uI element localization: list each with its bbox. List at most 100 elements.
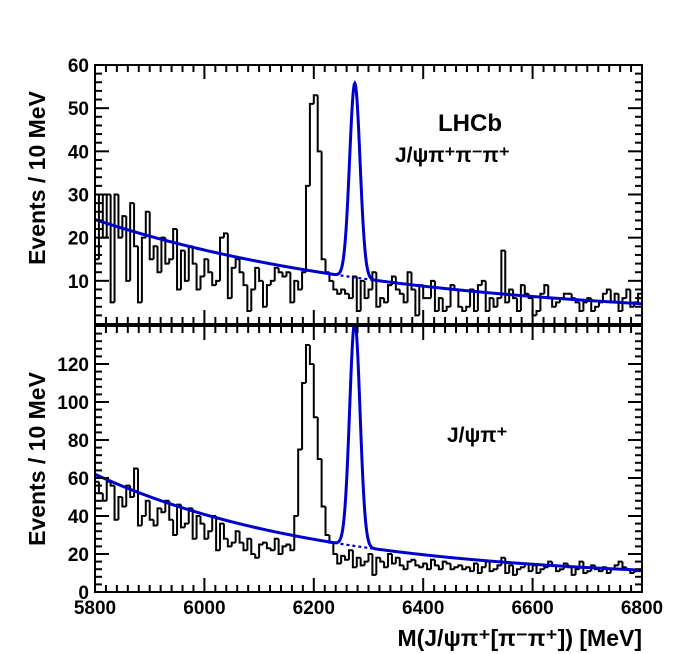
bottom-histogram-bin <box>242 542 248 552</box>
top-y-tick-label: 40 <box>68 142 89 163</box>
top-histogram-bin <box>578 302 584 313</box>
top-histogram-bin <box>441 298 447 313</box>
top-histogram-bin <box>523 285 529 295</box>
bottom-histogram-bin <box>219 522 224 551</box>
bottom-histogram-bin <box>617 560 623 566</box>
bottom-histogram-bin <box>304 344 310 383</box>
top-axes: 10 20 30 40 50 60 <box>68 56 643 325</box>
bottom-histogram-bin <box>258 543 264 558</box>
top-histogram-bin <box>179 249 185 290</box>
bottom-histogram-bin <box>207 530 213 539</box>
bottom-histogram-bin <box>508 564 514 573</box>
top-histogram-bin <box>320 151 326 261</box>
top-histogram-bin <box>543 284 549 294</box>
bottom-histogram-bin <box>539 568 545 573</box>
bottom-histogram-bin <box>414 559 420 567</box>
top-histogram-bin <box>394 276 400 291</box>
top-histogram-bin <box>601 292 607 303</box>
top-histogram-bin <box>191 246 197 265</box>
bottom-histogram-bin <box>140 515 146 526</box>
bottom-histogram-bin <box>168 500 174 521</box>
bottom-histogram-bin <box>355 556 361 568</box>
top-histogram-bin <box>281 272 287 278</box>
bottom-histogram-bin <box>426 563 432 571</box>
bottom-histogram-bin <box>344 555 349 561</box>
top-histogram-bin <box>504 250 510 304</box>
bottom-histogram-bin <box>621 561 627 569</box>
top-histogram-bin <box>512 289 517 300</box>
bottom-histogram-bin <box>293 515 299 551</box>
bottom-histogram-bin <box>453 566 459 570</box>
top-histogram-bin <box>258 267 264 282</box>
top-histogram-bin <box>293 279 299 303</box>
bottom-histogram-bin <box>238 531 244 544</box>
top-histogram-bin <box>125 216 131 282</box>
bottom-histogram-bin <box>598 569 603 573</box>
bottom-histogram-bin <box>422 562 428 568</box>
top-histogram-bin <box>476 284 482 312</box>
top-histogram-bin <box>269 279 275 286</box>
bottom-histogram-bin <box>312 364 318 419</box>
x-tick-label: 6200 <box>293 598 335 619</box>
bottom-histogram-bin <box>410 558 416 562</box>
bottom-histogram-bin <box>203 523 209 540</box>
bottom-histogram-bin <box>359 557 365 567</box>
top-histogram-bin <box>222 232 228 238</box>
bottom-histogram-bin <box>246 537 252 551</box>
bottom-histogram-bin <box>250 538 256 555</box>
top-histogram-bin <box>176 229 181 291</box>
bottom-histogram-bin <box>457 564 463 568</box>
bottom-histogram-bin <box>441 560 447 570</box>
top-histogram-bin <box>133 203 138 248</box>
top-histogram-bin <box>164 237 170 265</box>
bottom-histogram-bin <box>445 561 451 565</box>
bottom-histogram-bin <box>512 565 517 576</box>
top-histogram-bin <box>297 280 303 291</box>
top-histogram-bin <box>215 279 221 286</box>
top-annotation-lhcb: LHCb <box>438 110 502 137</box>
bottom-histogram-bin <box>394 556 400 564</box>
top-histogram-bin <box>367 288 373 299</box>
top-histogram-bin <box>488 297 494 312</box>
bottom-histogram-bin <box>465 566 471 570</box>
bottom-axes: 0 20 40 60 80 100 120 5800 6000 6200 6400 6600 6800 <box>57 325 663 619</box>
bottom-histogram-bin <box>570 567 576 576</box>
bottom-y-tick-label: 120 <box>57 355 89 376</box>
top-histogram-bin <box>109 194 115 304</box>
bottom-histogram-bin <box>363 560 369 566</box>
top-histogram-bin <box>207 259 213 274</box>
top-histogram-bin <box>375 272 381 308</box>
bottom-histogram-bin <box>156 507 162 526</box>
top-histogram-bin <box>336 289 342 295</box>
top-histogram-bin <box>422 285 428 300</box>
top-histogram-bin <box>234 258 240 268</box>
top-histogram-bin <box>312 94 318 104</box>
top-histogram-bin <box>484 280 490 313</box>
bottom-histogram-bin <box>437 565 443 571</box>
x-tick-label: 6400 <box>402 598 444 619</box>
bottom-histogram-bin <box>379 557 385 563</box>
top-histogram-bin <box>414 289 420 317</box>
top-histogram-bin <box>605 288 611 294</box>
top-histogram-bin <box>230 266 236 299</box>
top-histogram-bin <box>359 279 365 312</box>
top-histogram-bin <box>238 259 244 274</box>
x-axis-title: M(J/ψπ⁺[π⁻π⁺]) [MeV] <box>397 625 642 651</box>
bottom-total-fit-curve <box>94 324 643 572</box>
bottom-histogram-bin <box>226 538 232 548</box>
x-tick-label: 6600 <box>511 598 553 619</box>
top-histogram-bin <box>340 288 346 294</box>
top-histogram-bin <box>535 310 541 316</box>
bottom-histogram-bin <box>172 519 178 536</box>
top-histogram-bin <box>562 292 568 299</box>
top-histogram-bin <box>430 279 435 299</box>
top-histogram-bin <box>168 258 174 264</box>
bottom-histogram-bin <box>125 484 131 507</box>
bottom-histogram-bin <box>113 485 119 521</box>
bottom-y-axis-title: Events / 10 MeV <box>24 371 50 546</box>
bottom-y-tick-label: 20 <box>68 545 89 566</box>
bottom-histogram-bin <box>121 497 127 508</box>
bottom-histogram-bin <box>367 553 373 562</box>
top-histogram-bin <box>265 284 271 307</box>
